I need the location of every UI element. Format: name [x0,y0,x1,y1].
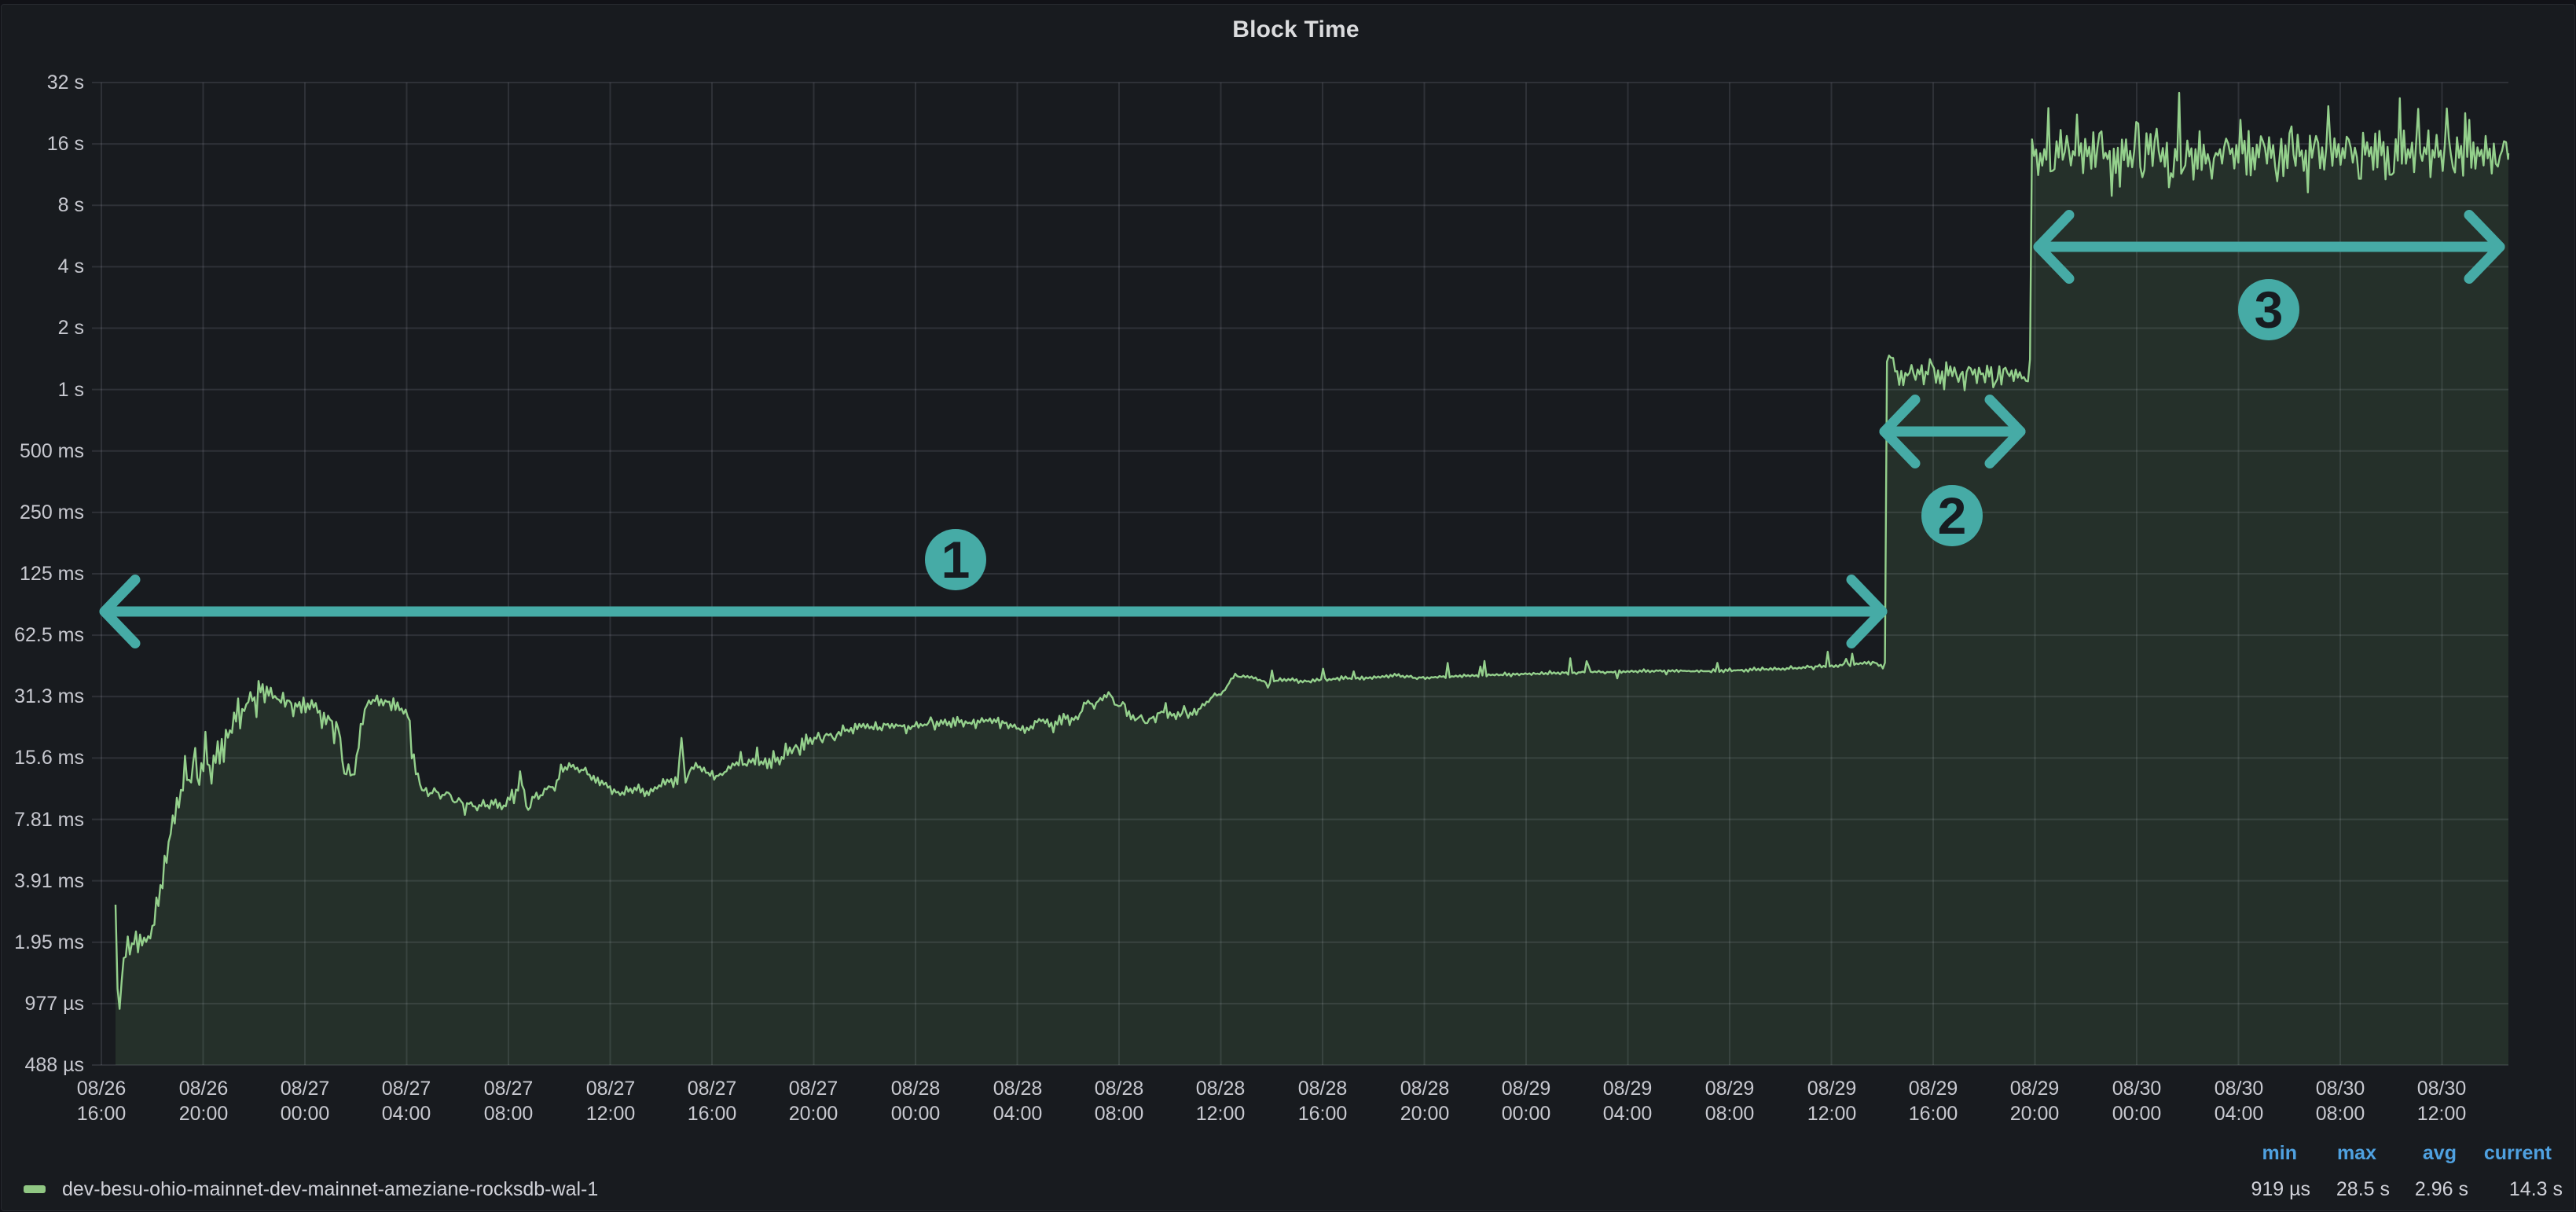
svg-text:2: 2 [1938,487,1967,545]
svg-text:3: 3 [2255,281,2284,339]
svg-text:1: 1 [941,531,971,589]
